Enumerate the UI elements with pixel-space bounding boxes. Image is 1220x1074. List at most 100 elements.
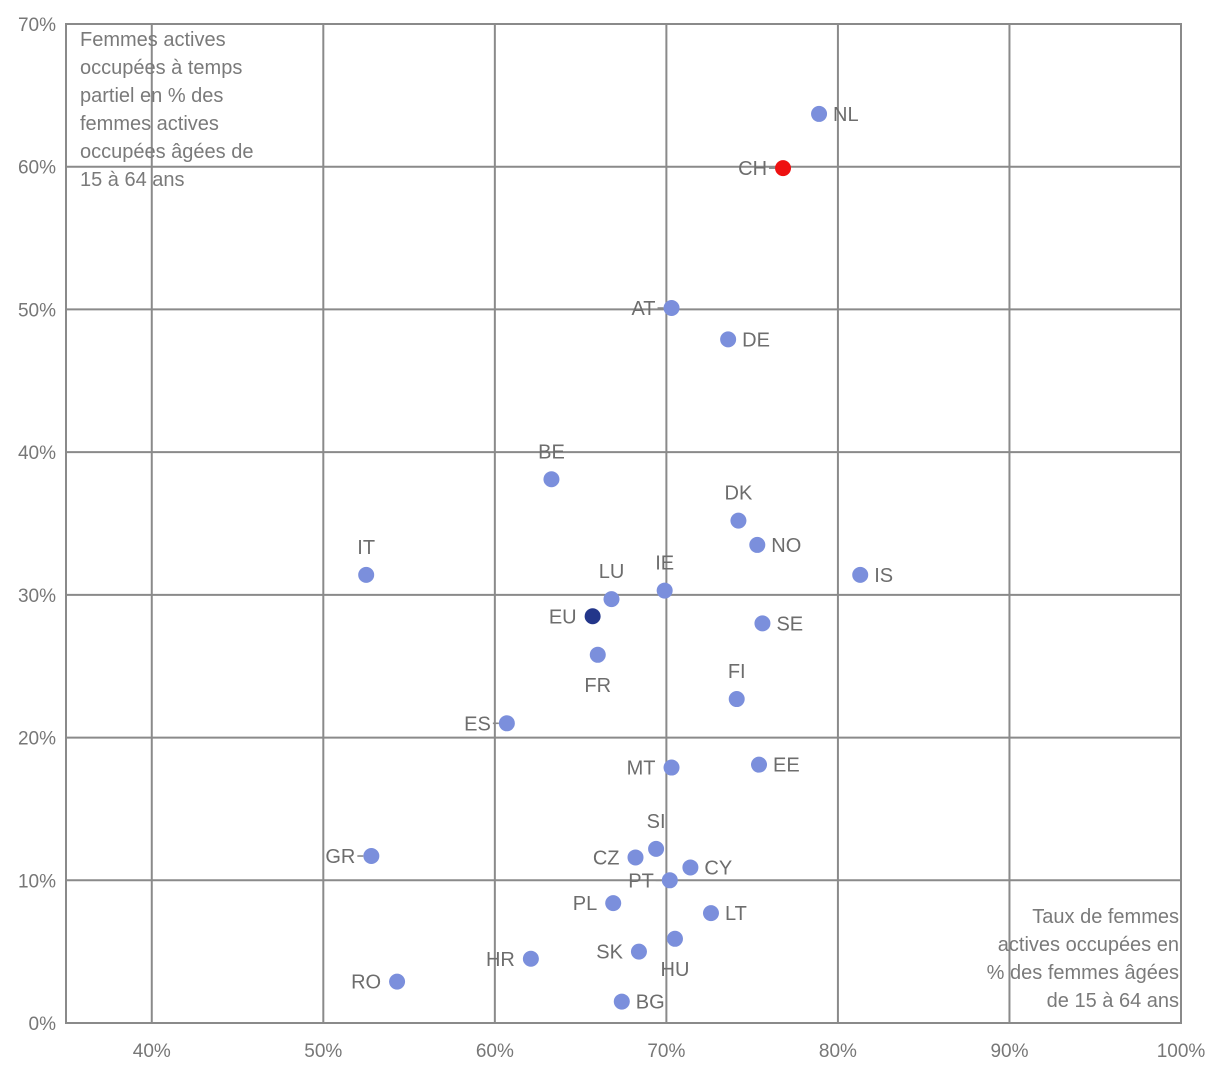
y-axis-title-text: Femmes actives occupées à temps partiel en… bbox=[80, 29, 253, 191]
point-label: IT bbox=[357, 537, 375, 559]
point-fi: FI bbox=[728, 661, 746, 708]
point-lt: LT bbox=[702, 903, 747, 925]
point-marker bbox=[656, 582, 673, 599]
point-label: DE bbox=[742, 329, 770, 351]
point-label: LU bbox=[599, 561, 625, 583]
point-be: BE bbox=[538, 441, 565, 488]
point-label: NO bbox=[771, 535, 801, 557]
point-marker bbox=[627, 849, 644, 866]
point-marker bbox=[754, 615, 771, 632]
point-hr: HR bbox=[486, 949, 539, 971]
point-pt: PT bbox=[628, 870, 678, 892]
point-ch: CH bbox=[738, 158, 792, 180]
point-marker bbox=[702, 905, 719, 922]
y-axis-ticks: 0% 10% 20% 30% 40% 50% 60% 70% bbox=[18, 15, 56, 1035]
point-cy: CY bbox=[682, 857, 732, 879]
point-at: AT bbox=[631, 298, 680, 320]
x-tick-label: 40% bbox=[133, 1041, 171, 1062]
point-lu: LU bbox=[599, 561, 625, 608]
point-ie: IE bbox=[655, 553, 674, 599]
point-marker bbox=[358, 566, 375, 583]
point-dk: DK bbox=[725, 483, 753, 529]
point-marker bbox=[728, 691, 745, 708]
point-marker bbox=[751, 756, 768, 773]
point-label: PT bbox=[628, 870, 654, 892]
x-tick-label: 60% bbox=[476, 1041, 514, 1062]
point-label: IS bbox=[874, 565, 893, 587]
point-hu: HU bbox=[661, 930, 690, 981]
point-marker bbox=[605, 895, 622, 912]
point-label: AT bbox=[631, 298, 655, 320]
y-tick-label: 40% bbox=[18, 443, 56, 464]
y-tick-label: 60% bbox=[18, 158, 56, 179]
point-label: FI bbox=[728, 661, 746, 683]
point-marker bbox=[584, 608, 601, 625]
point-label: HU bbox=[661, 959, 690, 981]
point-marker bbox=[682, 859, 699, 876]
point-bg: BG bbox=[613, 992, 665, 1014]
x-axis-ticks: 40% 50% 60% 70% 80% 90% 100% bbox=[133, 1041, 1206, 1062]
point-label: LT bbox=[725, 903, 747, 925]
point-marker bbox=[720, 331, 737, 348]
point-gr: GR bbox=[325, 846, 380, 868]
point-pl: PL bbox=[573, 893, 622, 915]
data-points: NL CH AT DE BE DK NO IT IS IE LU EU SE FR FI ES MT EE SI GR… bbox=[325, 104, 893, 1014]
x-tick-label: 50% bbox=[304, 1041, 342, 1062]
point-label: PL bbox=[573, 893, 597, 915]
point-marker bbox=[749, 536, 766, 553]
gridlines bbox=[66, 24, 1181, 1023]
point-label: DK bbox=[725, 483, 753, 505]
point-eu: EU bbox=[549, 606, 601, 628]
y-tick-label: 70% bbox=[18, 15, 56, 36]
x-tick-label: 100% bbox=[1157, 1041, 1206, 1062]
point-de: DE bbox=[720, 329, 770, 351]
point-se: SE bbox=[754, 613, 803, 635]
point-ee: EE bbox=[751, 755, 800, 777]
point-label: SE bbox=[776, 613, 803, 635]
point-label: FR bbox=[584, 675, 611, 697]
point-marker bbox=[603, 591, 620, 608]
point-marker bbox=[663, 759, 680, 776]
point-marker bbox=[661, 872, 678, 889]
point-label: ES bbox=[464, 713, 491, 735]
y-tick-label: 20% bbox=[18, 729, 56, 750]
point-marker bbox=[363, 848, 380, 865]
point-label: BE bbox=[538, 441, 565, 463]
point-sk: SK bbox=[596, 942, 647, 964]
point-label: EU bbox=[549, 606, 577, 628]
point-marker bbox=[648, 840, 665, 857]
y-tick-label: 50% bbox=[18, 300, 56, 321]
y-tick-label: 30% bbox=[18, 586, 56, 607]
y-tick-label: 0% bbox=[29, 1014, 57, 1035]
point-label: SK bbox=[596, 942, 623, 964]
point-mt: MT bbox=[627, 758, 680, 780]
plot-frame bbox=[65, 23, 1182, 1024]
point-marker bbox=[852, 566, 869, 583]
point-no: NO bbox=[749, 535, 801, 557]
point-label: NL bbox=[833, 104, 859, 126]
point-marker bbox=[613, 993, 630, 1010]
point-label: SI bbox=[647, 811, 666, 833]
point-label: CY bbox=[704, 857, 732, 879]
point-label: MT bbox=[627, 758, 656, 780]
y-axis-title: Femmes actives occupées à temps partiel en… bbox=[80, 29, 253, 191]
point-marker bbox=[498, 715, 515, 732]
point-fr: FR bbox=[584, 646, 611, 697]
point-label: CH bbox=[738, 158, 767, 180]
point-nl: NL bbox=[811, 104, 859, 126]
point-marker bbox=[666, 930, 683, 947]
point-marker bbox=[663, 300, 680, 317]
x-tick-label: 80% bbox=[819, 1041, 857, 1062]
y-tick-label: 10% bbox=[18, 871, 56, 892]
point-label: CZ bbox=[593, 847, 620, 869]
point-ro: RO bbox=[351, 972, 406, 994]
point-is: IS bbox=[852, 565, 893, 587]
point-si: SI bbox=[647, 811, 666, 857]
point-label: HR bbox=[486, 949, 515, 971]
x-tick-label: 90% bbox=[990, 1041, 1028, 1062]
point-marker bbox=[811, 105, 828, 122]
x-axis-title-text: Taux de femmes actives occupées en% des f… bbox=[987, 906, 1179, 1012]
point-label: BG bbox=[636, 992, 665, 1014]
